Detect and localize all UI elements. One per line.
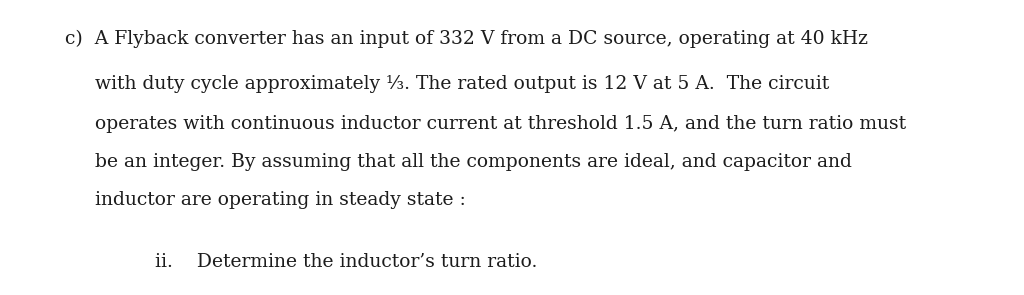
Text: with duty cycle approximately ¹⁄₃. The rated output is 12 V at 5 A.  The circuit: with duty cycle approximately ¹⁄₃. The r… xyxy=(65,75,829,93)
Text: be an integer. By assuming that all the components are ideal, and capacitor and: be an integer. By assuming that all the … xyxy=(65,153,852,171)
Text: inductor are operating in steady state :: inductor are operating in steady state : xyxy=(65,191,466,209)
Text: ii.    Determine the inductor’s turn ratio.: ii. Determine the inductor’s turn ratio. xyxy=(155,253,538,271)
Text: c)  A Flyback converter has an input of 332 V from a DC source, operating at 40 : c) A Flyback converter has an input of 3… xyxy=(65,30,868,48)
Text: operates with continuous inductor current at threshold 1.5 A, and the turn ratio: operates with continuous inductor curren… xyxy=(65,115,906,133)
